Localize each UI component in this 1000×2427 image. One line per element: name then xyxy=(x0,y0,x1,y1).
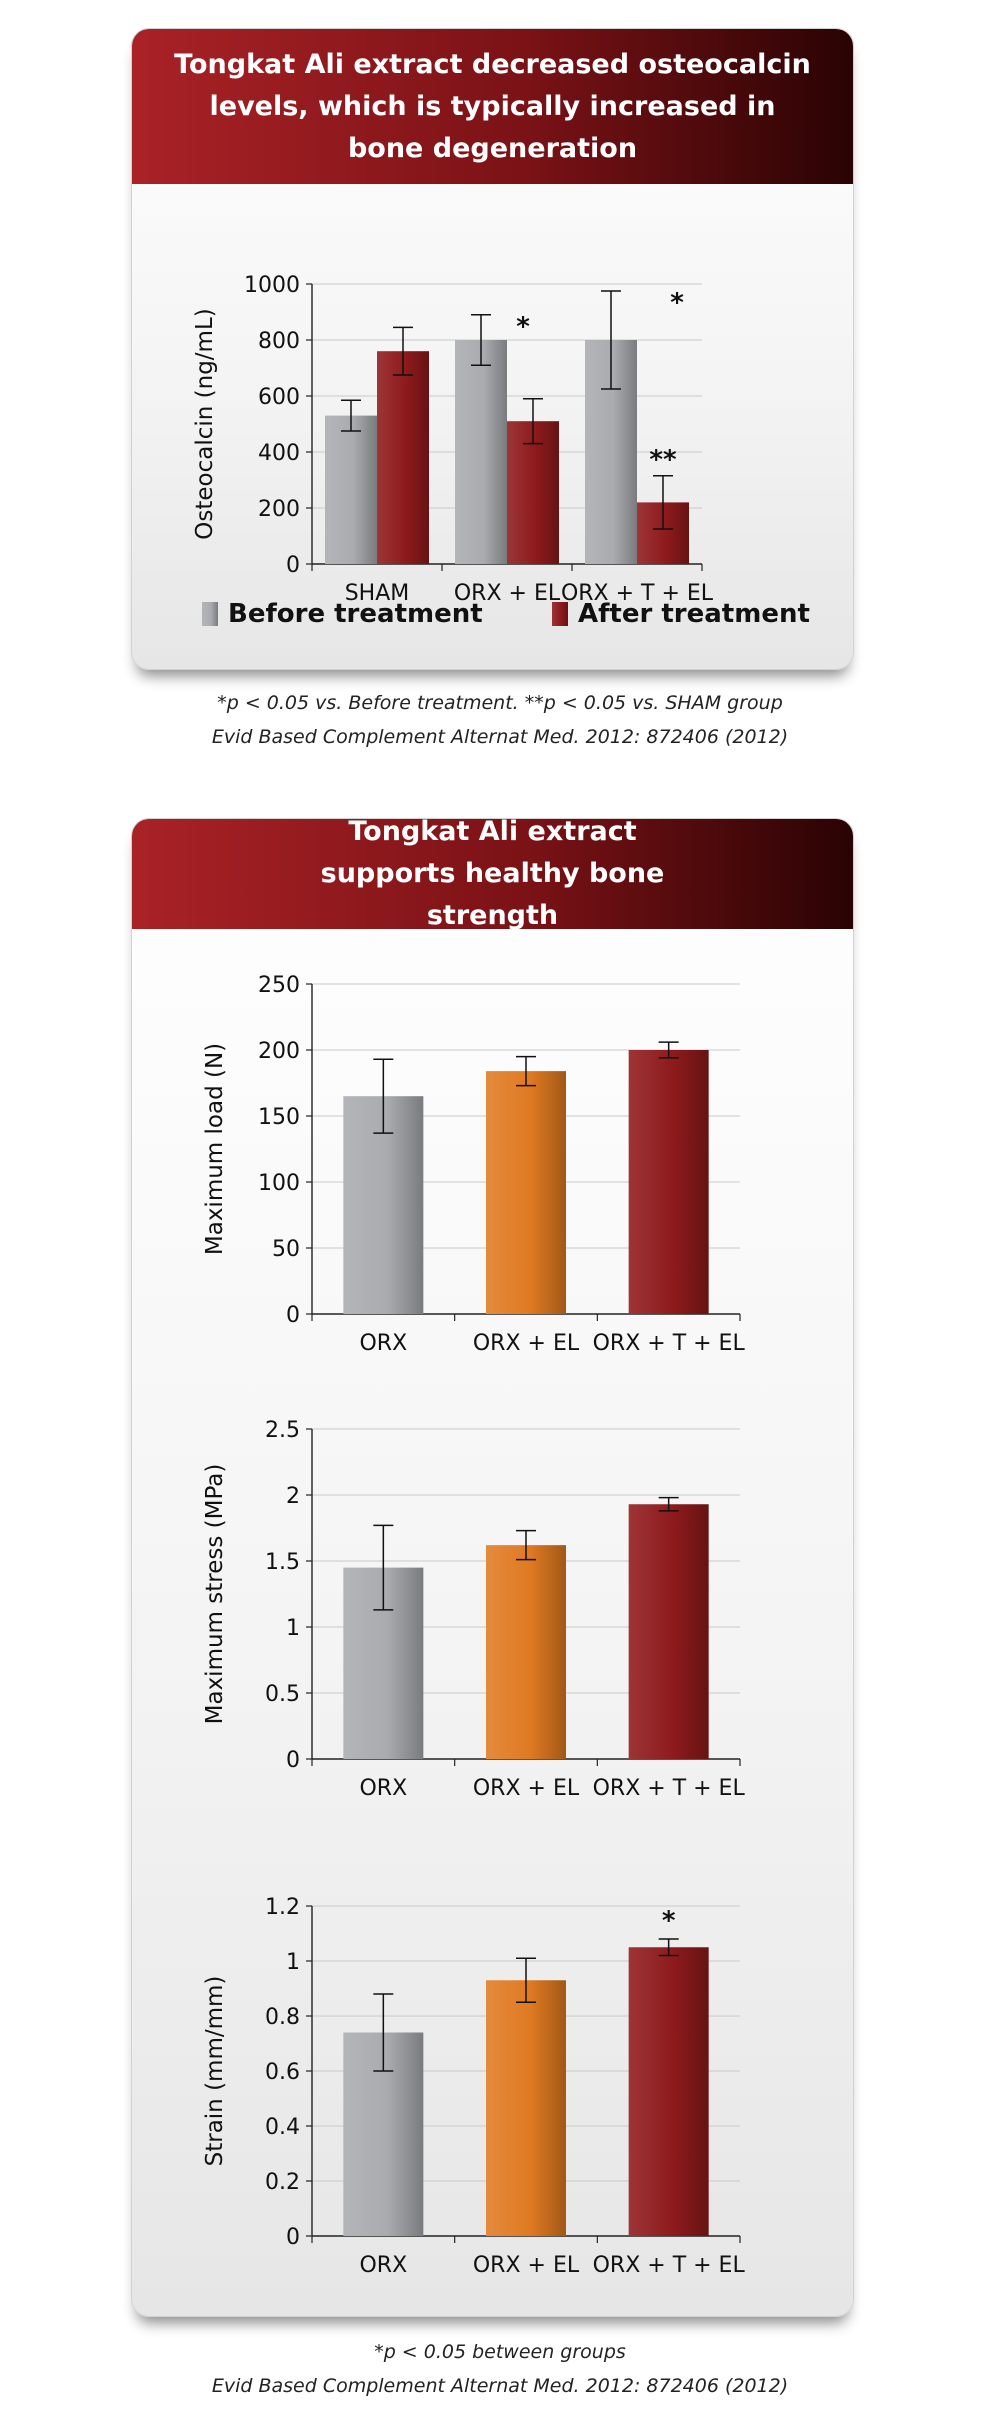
y-tick-label: 2.5 xyxy=(265,1418,300,1443)
bar xyxy=(325,415,377,564)
y-tick-label: 0.4 xyxy=(265,2115,300,2140)
y-tick-label: 800 xyxy=(258,329,300,354)
osteocalcin-card-header: Tongkat Ali extract decreased osteocalci… xyxy=(132,29,853,184)
y-tick-label: 1.2 xyxy=(265,1895,300,1920)
legend-swatch xyxy=(202,602,218,626)
y-tick-label: 0.5 xyxy=(265,1682,300,1707)
osteocalcin-card: Tongkat Ali extract decreased osteocalci… xyxy=(131,28,854,670)
y-tick-label: 0 xyxy=(286,2225,300,2250)
x-tick-label: ORX + EL xyxy=(473,1331,580,1356)
y-tick-label: 0 xyxy=(286,1303,300,1328)
x-tick-label: SHAM xyxy=(345,581,410,606)
significance-mark: * xyxy=(516,312,530,342)
y-tick-label: 200 xyxy=(258,497,300,522)
bar xyxy=(628,1050,709,1314)
y-tick-label: 2 xyxy=(286,1484,300,1509)
bar xyxy=(507,421,559,564)
y-tick-label: 1.5 xyxy=(265,1550,300,1575)
y-tick-label: 250 xyxy=(258,973,300,998)
y-axis-label: Maximum load (N) xyxy=(202,1043,228,1255)
y-tick-label: 200 xyxy=(258,1039,300,1064)
y-tick-label: 0.6 xyxy=(265,2060,300,2085)
y-axis-label: Strain (mm/mm) xyxy=(202,1976,228,2167)
y-tick-label: 0.2 xyxy=(265,2170,300,2195)
y-tick-label: 50 xyxy=(272,1237,300,1262)
bar xyxy=(628,1947,709,2236)
legend-label: After treatment xyxy=(578,599,810,629)
x-tick-label: ORX + EL xyxy=(454,581,561,606)
strain-chart: 0 0.2 0.4 0.6 0.8 1 1.2 ORX ORX + EL ORX + T + EL… xyxy=(202,1895,746,2278)
y-tick-label: 100 xyxy=(258,1171,300,1196)
significance-mark: * xyxy=(670,288,684,318)
bar xyxy=(486,1545,566,1759)
bar xyxy=(486,1980,566,2236)
bar xyxy=(628,1504,709,1759)
y-tick-label: 600 xyxy=(258,385,300,410)
bone-strength-card-title: Tongkat Ali extract supports healthy bon… xyxy=(320,818,665,931)
osteocalcin-card-title: Tongkat Ali extract decreased osteocalci… xyxy=(174,48,811,164)
maximum-stress-chart: 0 0.5 1 1.5 2 2.5 ORX ORX + EL ORX + T + EL Maxim… xyxy=(202,1418,746,1801)
legend-label: Before treatment xyxy=(228,599,483,629)
bone-strength-card-header: Tongkat Ali extract supports healthy bon… xyxy=(132,819,853,931)
y-axis-label: Osteocalcin (ng/mL) xyxy=(192,308,218,539)
bar xyxy=(455,340,507,564)
panel2-citation: Evid Based Complement Alternat Med. 2012… xyxy=(211,2375,789,2397)
legend-swatch xyxy=(552,602,568,626)
x-tick-label: ORX + EL xyxy=(473,1776,580,1801)
panel2-footnote: *p < 0.05 between groups xyxy=(374,2341,626,2363)
bar xyxy=(377,351,429,564)
x-tick-label: ORX + T + EL xyxy=(561,581,714,606)
x-tick-label: ORX xyxy=(359,1776,407,1801)
y-tick-label: 0 xyxy=(286,1748,300,1773)
y-axis-label: Maximum stress (MPa) xyxy=(202,1464,228,1725)
x-tick-label: ORX + T + EL xyxy=(593,1776,746,1801)
maximum-load-chart: 0 50 100 150 200 250 ORX ORX + EL ORX + T + EL Ma… xyxy=(202,973,746,1356)
panel1-citation: Evid Based Complement Alternat Med. 2012… xyxy=(211,726,789,748)
panel1-footnote: *p < 0.05 vs. Before treatment. **p < 0.… xyxy=(217,692,783,714)
y-tick-label: 1 xyxy=(286,1950,300,1975)
y-tick-label: 400 xyxy=(258,441,300,466)
x-tick-label: ORX + T + EL xyxy=(593,2253,746,2278)
x-tick-label: ORX + EL xyxy=(473,2253,580,2278)
bone-strength-card: Tongkat Ali extract supports healthy bon… xyxy=(131,818,854,2317)
y-tick-label: 150 xyxy=(258,1105,300,1130)
significance-mark: * xyxy=(662,1906,676,1936)
bar xyxy=(486,1071,566,1314)
x-tick-label: ORX xyxy=(359,1331,407,1356)
y-tick-label: 0.8 xyxy=(265,2005,300,2030)
significance-mark: ** xyxy=(649,445,677,475)
x-tick-label: ORX + T + EL xyxy=(593,1331,746,1356)
y-tick-label: 0 xyxy=(286,553,300,578)
y-tick-label: 1 xyxy=(286,1616,300,1641)
y-tick-label: 1000 xyxy=(244,273,300,298)
osteocalcin-chart: 0 200 400 600 800 1000 SHAM ORX + EL ORX + T + E… xyxy=(192,273,810,629)
x-tick-label: ORX xyxy=(359,2253,407,2278)
